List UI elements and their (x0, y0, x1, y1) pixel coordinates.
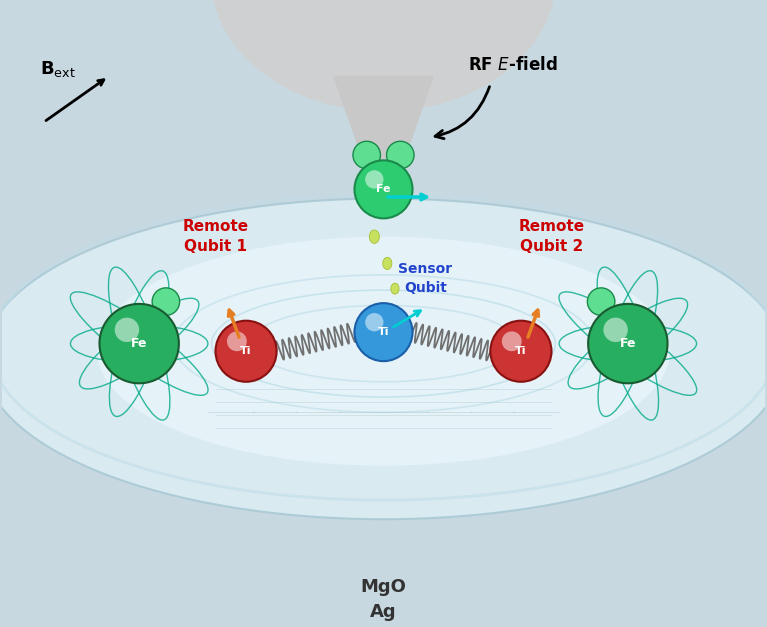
Circle shape (227, 332, 247, 351)
Ellipse shape (369, 230, 380, 243)
Circle shape (490, 320, 551, 382)
Circle shape (604, 318, 628, 342)
Text: RF $\mathit{E}$-field: RF $\mathit{E}$-field (469, 56, 558, 74)
Circle shape (353, 141, 380, 169)
Ellipse shape (212, 0, 555, 111)
Text: Sensor
Qubit: Sensor Qubit (398, 263, 453, 295)
Circle shape (115, 318, 139, 342)
Text: Fe: Fe (131, 337, 147, 350)
Circle shape (387, 141, 414, 169)
Ellipse shape (0, 199, 767, 519)
Text: Remote
Qubit 2: Remote Qubit 2 (518, 219, 584, 254)
Text: Fe: Fe (620, 337, 636, 350)
Ellipse shape (383, 257, 392, 270)
Circle shape (588, 304, 667, 383)
Text: Ti: Ti (240, 346, 252, 356)
Text: MgO
Ag: MgO Ag (360, 578, 407, 621)
Circle shape (216, 320, 277, 382)
Circle shape (365, 313, 384, 332)
Ellipse shape (97, 237, 670, 466)
Circle shape (152, 288, 179, 315)
Circle shape (100, 304, 179, 383)
Text: Ti: Ti (515, 346, 527, 356)
Circle shape (365, 171, 384, 189)
Circle shape (588, 288, 615, 315)
Text: Remote
Qubit 1: Remote Qubit 1 (183, 219, 249, 254)
Circle shape (354, 303, 413, 361)
Circle shape (354, 161, 413, 218)
Text: Fe: Fe (377, 184, 390, 194)
Polygon shape (334, 76, 433, 176)
Circle shape (502, 332, 522, 351)
Ellipse shape (391, 283, 399, 294)
Text: Ti: Ti (378, 327, 389, 337)
Text: $\mathbf{B}_{\mathrm{ext}}$: $\mathbf{B}_{\mathrm{ext}}$ (40, 59, 76, 79)
FancyArrowPatch shape (435, 87, 489, 139)
